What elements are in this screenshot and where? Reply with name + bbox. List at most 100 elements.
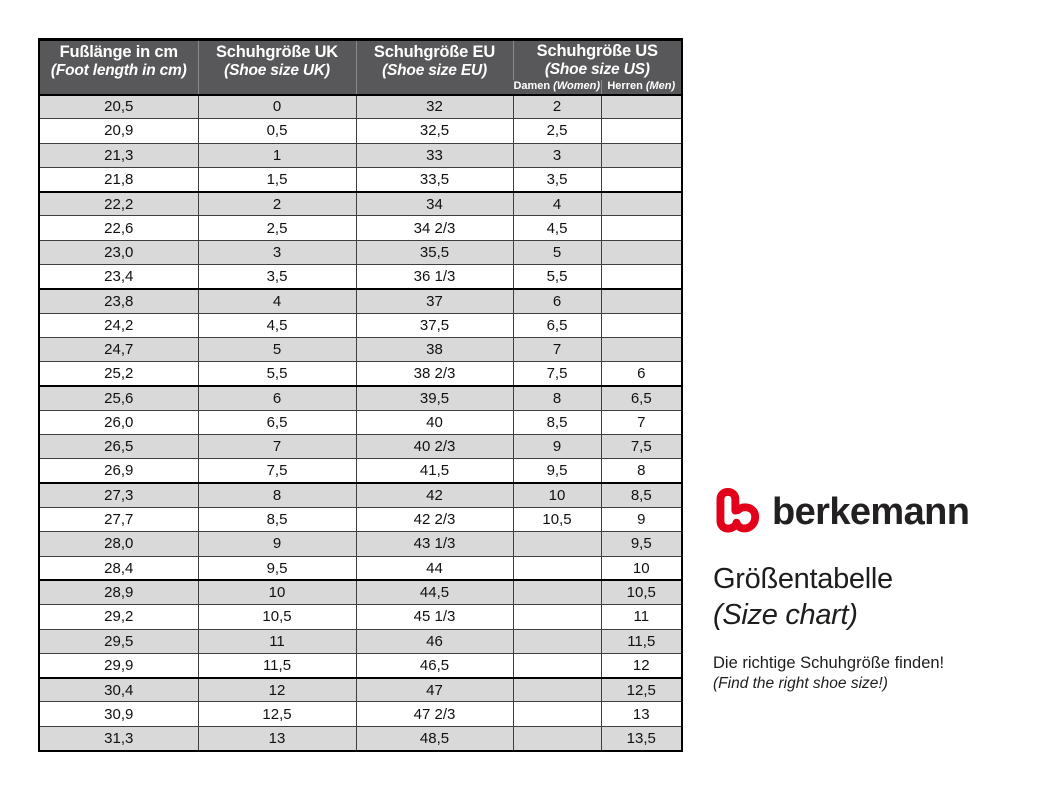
table-cell: 6 <box>512 287 601 314</box>
table-cell: 10 <box>600 555 683 581</box>
table-cell: 5,5 <box>197 361 356 387</box>
table-row: 26,9 7,5 41,5 9,5 8 <box>39 458 683 484</box>
table-cell <box>512 725 601 751</box>
table-cell: 3,5 <box>197 264 356 289</box>
table-row: 28,9 10 44,5 10,5 <box>39 579 683 605</box>
col-header-label: Schuhgröße UK <box>215 42 339 61</box>
page-subtitle: (Size chart) <box>713 598 858 631</box>
table-cell: 13 <box>197 725 356 751</box>
table-cell: 21,3 <box>39 142 198 168</box>
table-cell: 12 <box>600 652 683 678</box>
table-cell: 27,7 <box>39 507 198 532</box>
table-cell: 38 2/3 <box>355 361 513 387</box>
table-cell: 26,5 <box>39 434 198 459</box>
table-row: 29,9 11,5 46,5 12 <box>39 652 683 678</box>
table-cell: 8,5 <box>512 409 601 435</box>
table-cell: 45 1/3 <box>355 604 513 630</box>
size-table-body: 20,5 0 32 2 20,9 0,5 32,5 2,5 21,3 1 33 3 21,8 1,5 33,… <box>39 93 683 751</box>
col-header-sublabel: (Foot length in cm) <box>50 61 187 79</box>
table-cell: 0,5 <box>197 118 356 144</box>
table-cell: 7 <box>600 409 683 435</box>
table-cell: 11 <box>197 628 356 654</box>
us-men-label: Herren <box>607 79 643 92</box>
table-cell: 32,5 <box>355 118 513 144</box>
table-row: 21,3 1 33 3 <box>39 142 683 168</box>
table-cell: 47 2/3 <box>355 701 513 727</box>
table-cell: 8,5 <box>600 482 683 508</box>
table-row: 23,4 3,5 36 1/3 5,5 <box>39 264 683 289</box>
table-row: 24,2 4,5 37,5 6,5 <box>39 312 683 338</box>
table-cell <box>600 215 683 241</box>
table-cell: 7,5 <box>197 458 356 484</box>
table-cell: 8 <box>600 458 683 484</box>
table-cell: 43 1/3 <box>355 531 513 557</box>
table-cell: 12 <box>197 676 356 702</box>
table-cell <box>600 264 683 289</box>
table-cell: 30,4 <box>39 676 198 702</box>
table-cell: 2,5 <box>512 118 601 144</box>
table-cell <box>600 336 683 362</box>
table-cell: 20,5 <box>39 93 198 119</box>
table-cell: 9,5 <box>512 458 601 484</box>
table-cell: 22,6 <box>39 215 198 241</box>
table-cell: 9,5 <box>600 531 683 557</box>
table-row: 27,7 8,5 42 2/3 10,5 9 <box>39 507 683 532</box>
table-cell: 9,5 <box>197 555 356 581</box>
table-row: 24,7 5 38 7 <box>39 336 683 362</box>
berkemann-logo-icon <box>716 488 760 533</box>
table-cell: 1,5 <box>197 166 356 192</box>
table-cell: 23,8 <box>39 287 198 314</box>
table-cell: 6,5 <box>600 385 683 411</box>
table-cell: 6,5 <box>197 409 356 435</box>
table-row: 23,0 3 35,5 5 <box>39 239 683 265</box>
table-row: 30,9 12,5 47 2/3 13 <box>39 701 683 727</box>
table-cell: 13,5 <box>600 725 683 751</box>
table-cell: 38 <box>355 336 513 362</box>
table-cell: 11,5 <box>600 628 683 654</box>
table-cell: 3 <box>512 142 601 168</box>
table-row: 22,2 2 34 4 <box>39 190 683 216</box>
table-cell: 4,5 <box>197 312 356 338</box>
brand-panel: berkemann Größentabelle (Size chart) Die… <box>713 481 1023 694</box>
col-header-sublabel: (Shoe size UK) <box>224 61 330 79</box>
table-cell <box>600 118 683 144</box>
table-cell: 10,5 <box>600 579 683 605</box>
table-cell <box>512 555 601 581</box>
table-cell: 26,0 <box>39 409 198 435</box>
table-cell <box>600 93 683 119</box>
table-row: 20,5 0 32 2 <box>39 93 683 119</box>
col-header-foot-length: Fußlänge in cm (Foot length in cm) <box>39 39 198 95</box>
size-chart-table: Fußlänge in cm (Foot length in cm) Schuh… <box>38 38 684 752</box>
table-cell: 6 <box>600 361 683 387</box>
table-cell: 7 <box>197 434 356 459</box>
col-header-sublabel: (Shoe size EU) <box>382 61 487 79</box>
table-row: 30,4 12 47 12,5 <box>39 676 683 702</box>
table-row: 26,5 7 40 2/3 9 7,5 <box>39 434 683 459</box>
table-cell: 26,9 <box>39 458 198 484</box>
table-cell: 29,2 <box>39 604 198 630</box>
col-header-label: Schuhgröße US <box>536 42 658 61</box>
table-row: 21,8 1,5 33,5 3,5 <box>39 166 683 192</box>
table-cell <box>512 604 601 630</box>
table-cell: 6 <box>197 385 356 411</box>
page-title: Größentabelle <box>713 563 893 595</box>
table-cell: 48,5 <box>355 725 513 751</box>
table-cell: 33 <box>355 142 513 168</box>
table-cell: 7,5 <box>600 434 683 459</box>
table-cell: 2 <box>512 93 601 119</box>
table-cell <box>512 652 601 678</box>
table-cell <box>600 166 683 192</box>
table-cell: 10 <box>197 579 356 605</box>
table-cell: 28,0 <box>39 531 198 557</box>
table-row: 27,3 8 42 10 8,5 <box>39 482 683 508</box>
table-cell: 37 <box>355 287 513 314</box>
table-cell: 34 <box>355 190 513 216</box>
col-header-sublabel: (Shoe size US) <box>544 61 650 79</box>
table-cell: 46 <box>355 628 513 654</box>
table-row: 28,4 9,5 44 10 <box>39 555 683 581</box>
col-header-us-women: Damen (Women) <box>513 79 601 95</box>
table-cell: 29,9 <box>39 652 198 678</box>
table-cell: 9 <box>512 434 601 459</box>
table-cell: 46,5 <box>355 652 513 678</box>
